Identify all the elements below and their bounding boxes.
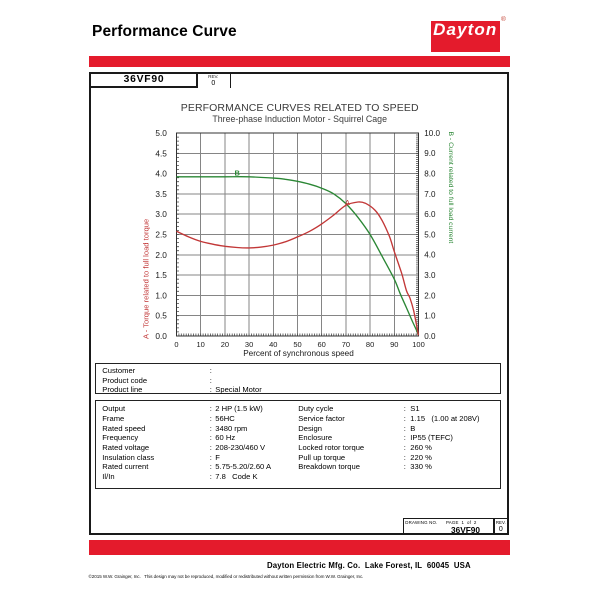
svg-text:50: 50 (293, 340, 301, 349)
svg-text:30: 30 (245, 340, 253, 349)
svg-text:1.0: 1.0 (424, 312, 436, 321)
svg-text:0.0: 0.0 (424, 332, 436, 341)
svg-text:1.0: 1.0 (155, 290, 167, 300)
svg-text:100: 100 (412, 340, 425, 349)
svg-text:40: 40 (269, 340, 277, 349)
svg-text:20: 20 (221, 340, 229, 349)
svg-text:3.0: 3.0 (155, 209, 167, 219)
svg-text:2.0: 2.0 (155, 250, 167, 260)
svg-text:1.5: 1.5 (155, 270, 167, 280)
svg-text:PERFORMANCE CURVES RELATED TO: PERFORMANCE CURVES RELATED TO SPEED (181, 102, 419, 114)
svg-text:4.0: 4.0 (424, 251, 436, 260)
svg-text:B - Current related to full lo: B - Current related to full load current (447, 132, 454, 244)
svg-text:A - Torque related to full loa: A - Torque related to full load torque (142, 219, 151, 339)
svg-text:70: 70 (342, 340, 350, 349)
svg-text:B: B (235, 169, 241, 178)
svg-text:3.0: 3.0 (424, 271, 436, 280)
svg-text:A: A (345, 198, 350, 207)
svg-text:10: 10 (197, 340, 205, 349)
svg-text:7.0: 7.0 (424, 190, 436, 199)
svg-text:Three-phase Induction Motor -: Three-phase Induction Motor - Squirrel C… (212, 114, 387, 124)
svg-text:4.0: 4.0 (155, 169, 167, 179)
svg-text:8.0: 8.0 (424, 170, 436, 179)
svg-text:0.0: 0.0 (155, 331, 167, 341)
svg-text:5.0: 5.0 (155, 128, 167, 138)
svg-text:6.0: 6.0 (424, 210, 436, 219)
svg-text:0: 0 (174, 340, 178, 349)
svg-text:3.5: 3.5 (155, 189, 167, 199)
svg-text:80: 80 (366, 340, 374, 349)
svg-text:9.0: 9.0 (424, 149, 436, 158)
svg-text:10.0: 10.0 (424, 129, 440, 138)
svg-text:Percent of synchronous speed: Percent of synchronous speed (243, 349, 354, 358)
svg-text:60: 60 (318, 340, 326, 349)
svg-text:2.5: 2.5 (155, 230, 167, 240)
svg-text:4.5: 4.5 (155, 148, 167, 158)
svg-text:0.5: 0.5 (155, 311, 167, 321)
svg-text:90: 90 (390, 340, 398, 349)
svg-text:2.0: 2.0 (424, 291, 436, 300)
svg-text:5.0: 5.0 (424, 230, 436, 239)
